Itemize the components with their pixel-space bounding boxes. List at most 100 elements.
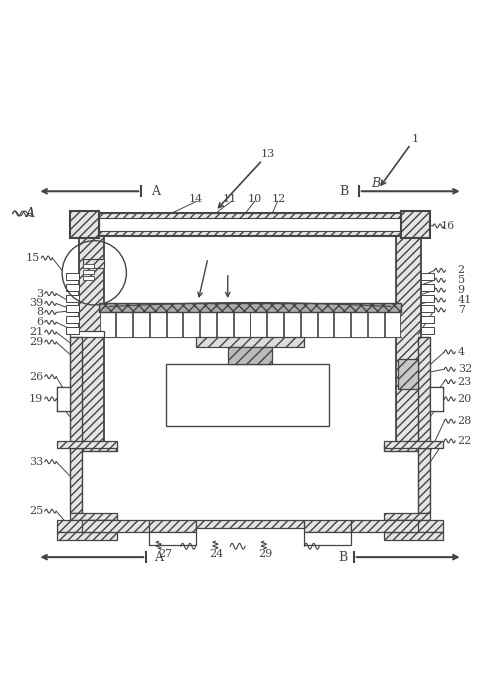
Polygon shape — [70, 513, 116, 520]
Text: 33: 33 — [29, 457, 43, 466]
Polygon shape — [398, 359, 418, 389]
Text: 21: 21 — [29, 327, 43, 337]
Polygon shape — [384, 513, 430, 520]
Polygon shape — [99, 219, 401, 231]
Polygon shape — [184, 312, 199, 337]
Polygon shape — [57, 532, 116, 540]
Polygon shape — [150, 312, 166, 337]
Text: 2: 2 — [458, 265, 465, 276]
Polygon shape — [384, 532, 443, 540]
Text: 13: 13 — [260, 149, 274, 159]
Polygon shape — [196, 520, 304, 528]
Polygon shape — [420, 273, 434, 280]
Text: 15: 15 — [26, 253, 40, 263]
Text: 5: 5 — [458, 276, 465, 285]
Text: 10: 10 — [248, 194, 262, 203]
Polygon shape — [384, 312, 400, 337]
Text: 24: 24 — [210, 549, 224, 559]
Polygon shape — [217, 312, 232, 337]
Polygon shape — [396, 236, 420, 448]
Polygon shape — [420, 284, 434, 291]
Polygon shape — [80, 214, 420, 236]
Text: 32: 32 — [458, 364, 472, 374]
Text: 26: 26 — [29, 372, 43, 382]
Polygon shape — [250, 312, 266, 337]
Polygon shape — [83, 276, 94, 280]
Polygon shape — [196, 337, 304, 347]
Text: B: B — [372, 178, 380, 190]
Text: 11: 11 — [223, 194, 238, 203]
Polygon shape — [57, 520, 116, 532]
Polygon shape — [83, 264, 94, 269]
Text: 7: 7 — [458, 305, 464, 315]
Polygon shape — [70, 448, 82, 513]
Text: A: A — [154, 550, 163, 564]
Polygon shape — [284, 312, 300, 337]
Polygon shape — [384, 446, 430, 451]
Polygon shape — [418, 337, 430, 448]
Polygon shape — [420, 316, 434, 323]
Polygon shape — [430, 387, 443, 412]
Text: 14: 14 — [188, 194, 202, 203]
Polygon shape — [228, 347, 272, 364]
Polygon shape — [304, 532, 352, 545]
Polygon shape — [66, 294, 80, 301]
Polygon shape — [116, 312, 132, 337]
Polygon shape — [318, 312, 334, 337]
Polygon shape — [100, 312, 116, 337]
Polygon shape — [70, 446, 116, 451]
Polygon shape — [70, 211, 99, 238]
Polygon shape — [99, 303, 401, 312]
Text: 29: 29 — [258, 549, 273, 559]
Polygon shape — [83, 259, 104, 268]
Polygon shape — [66, 305, 80, 312]
Polygon shape — [66, 316, 80, 323]
Polygon shape — [80, 236, 104, 448]
Text: 41: 41 — [458, 295, 472, 305]
Text: 20: 20 — [458, 394, 472, 404]
Text: 25: 25 — [29, 506, 43, 516]
Text: 29: 29 — [29, 337, 43, 347]
Text: 3: 3 — [36, 289, 44, 298]
Text: 22: 22 — [458, 436, 472, 446]
Polygon shape — [351, 312, 367, 337]
Polygon shape — [420, 305, 434, 312]
Polygon shape — [82, 520, 148, 532]
Text: 23: 23 — [458, 377, 472, 387]
Polygon shape — [148, 520, 196, 532]
Polygon shape — [83, 270, 94, 274]
Polygon shape — [268, 312, 283, 337]
Text: B: B — [338, 550, 347, 564]
Text: A: A — [26, 207, 35, 220]
Polygon shape — [57, 387, 70, 412]
Polygon shape — [166, 364, 329, 426]
Polygon shape — [66, 284, 80, 291]
Polygon shape — [368, 312, 384, 337]
Text: 1: 1 — [412, 135, 419, 144]
Polygon shape — [420, 294, 434, 301]
Polygon shape — [334, 312, 350, 337]
Polygon shape — [304, 520, 352, 532]
Text: A: A — [26, 207, 35, 220]
Polygon shape — [200, 312, 216, 337]
Text: 12: 12 — [272, 194, 286, 203]
Polygon shape — [66, 328, 80, 334]
Text: 39: 39 — [29, 298, 43, 309]
Text: 16: 16 — [440, 221, 455, 231]
Text: 4: 4 — [458, 347, 465, 357]
Text: 28: 28 — [458, 416, 472, 426]
Polygon shape — [148, 532, 196, 545]
Polygon shape — [352, 520, 418, 532]
Text: A: A — [152, 185, 160, 198]
Polygon shape — [401, 211, 430, 238]
Text: 9: 9 — [458, 285, 465, 295]
Polygon shape — [133, 312, 149, 337]
Text: 8: 8 — [36, 307, 44, 317]
Polygon shape — [418, 448, 430, 513]
Polygon shape — [384, 520, 443, 532]
Text: 27: 27 — [158, 549, 172, 559]
Text: 19: 19 — [29, 394, 43, 404]
Polygon shape — [301, 312, 316, 337]
Polygon shape — [234, 312, 250, 337]
Text: B: B — [340, 185, 348, 198]
